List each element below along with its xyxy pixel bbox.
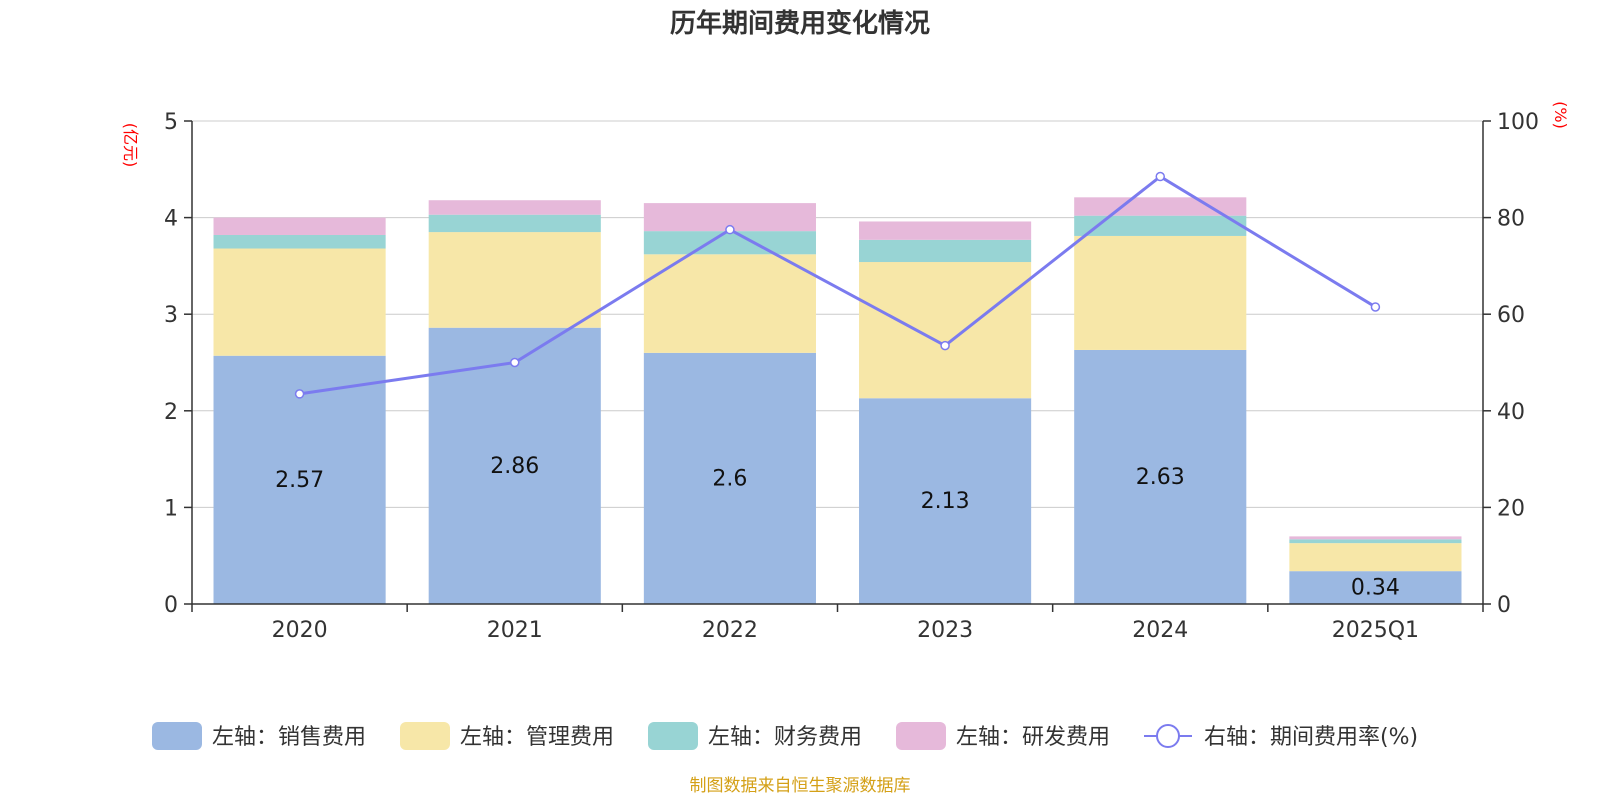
- bar-segment-2: [1074, 235, 1247, 350]
- left-tick-label: 0: [164, 593, 178, 618]
- legend: 左轴：销售费用 左轴：管理费用 左轴：财务费用 左轴：研发费用 右轴：期间费用率(%): [152, 722, 1418, 750]
- rate-line: [299, 174, 1377, 396]
- line-series: [294, 171, 1381, 399]
- data-source-footer: 制图数据来自恒生聚源数据库: [690, 776, 911, 796]
- bar-segment-4: [1289, 536, 1462, 540]
- rate-point: [940, 340, 950, 351]
- bar-segment-2: [1289, 543, 1462, 572]
- legend-label: 左轴：研发费用: [956, 725, 1110, 750]
- bar-segment-2: [428, 232, 601, 328]
- bar-segment-1: [859, 398, 1032, 604]
- bar-segment-3: [1074, 215, 1247, 236]
- bar-segment-4: [428, 200, 601, 215]
- rate-point: [725, 224, 735, 235]
- legend-swatch: [648, 722, 698, 750]
- bar-value-label: 2.57: [275, 468, 324, 493]
- bar-segment-4: [213, 217, 386, 235]
- legend-item-2: 左轴：管理费用: [400, 722, 614, 750]
- bar-segment-2: [213, 248, 386, 356]
- legend-item-1: 左轴：销售费用: [152, 722, 366, 750]
- right-tick-label: 60: [1497, 303, 1525, 328]
- bar-segment-3: [213, 234, 386, 249]
- legend-swatch: [896, 722, 946, 750]
- right-tick-label: 80: [1497, 207, 1525, 232]
- rate-point: [294, 389, 305, 399]
- right-tick-label: 0: [1497, 593, 1511, 618]
- legend-label: 左轴：销售费用: [212, 725, 366, 750]
- x-tick-label: 2023: [917, 618, 973, 643]
- legend-swatch: [152, 722, 202, 750]
- bar-segment-2: [643, 254, 816, 353]
- bar-segment-3: [1289, 539, 1462, 544]
- right-tick-label: 20: [1497, 496, 1525, 521]
- chart-title: 历年期间费用变化情况: [670, 8, 930, 39]
- rate-point: [510, 357, 520, 368]
- x-tick-label: 2020: [272, 618, 328, 643]
- left-tick-label: 1: [164, 496, 178, 521]
- bar-segment-2: [859, 262, 1032, 399]
- legend-label: 左轴：管理费用: [460, 725, 614, 750]
- axes: 0 1 2 3 4 5 0 20 40 60 80 100 2020 2021 2022 2023 2024 20…: [164, 110, 1539, 643]
- x-tick-label: 2025Q1: [1332, 618, 1419, 643]
- legend-label: 左轴：财务费用: [708, 725, 862, 750]
- bar-value-label: 2.13: [921, 489, 970, 514]
- bar-segment-3: [428, 214, 601, 233]
- bar-series: 2.57 2.86 2.6 2.13 2.63 0.34: [213, 197, 1462, 604]
- x-tick-label: 2021: [487, 618, 543, 643]
- legend-item-5: 右轴：期间费用率(%): [1144, 724, 1418, 750]
- right-tick-label: 100: [1497, 110, 1539, 135]
- bar-value-label: 2.6: [712, 466, 747, 491]
- left-tick-label: 4: [164, 207, 178, 232]
- right-tick-label: 40: [1497, 400, 1525, 425]
- bar-segment-3: [859, 239, 1032, 263]
- bar-value-label: 2.63: [1136, 465, 1185, 490]
- legend-item-4: 左轴：研发费用: [896, 722, 1110, 750]
- left-axis-unit: (亿元): [121, 123, 140, 168]
- bar-segment-4: [859, 221, 1032, 240]
- rate-point: [1370, 302, 1381, 312]
- left-tick-label: 3: [164, 303, 178, 328]
- bar-segment-1: [643, 352, 816, 604]
- legend-marker: [1156, 724, 1180, 748]
- bar-value-label: 0.34: [1351, 576, 1400, 601]
- bar-segment-1: [1074, 349, 1247, 604]
- grid-lines: [192, 120, 1483, 508]
- bar-segment-1: [428, 327, 601, 604]
- bar-segment-1: [1289, 571, 1462, 604]
- x-tick-label: 2022: [702, 618, 758, 643]
- bar-value-label: 2.86: [490, 454, 539, 479]
- left-tick-label: 5: [164, 110, 178, 135]
- left-tick-label: 2: [164, 400, 178, 425]
- legend-item-3: 左轴：财务费用: [648, 722, 862, 750]
- legend-swatch: [400, 722, 450, 750]
- rate-point: [1155, 171, 1165, 182]
- x-tick-label: 2024: [1132, 618, 1188, 643]
- right-axis-unit: (%): [1551, 101, 1570, 129]
- bar-segment-3: [643, 231, 816, 255]
- legend-label: 右轴：期间费用率(%): [1204, 725, 1418, 750]
